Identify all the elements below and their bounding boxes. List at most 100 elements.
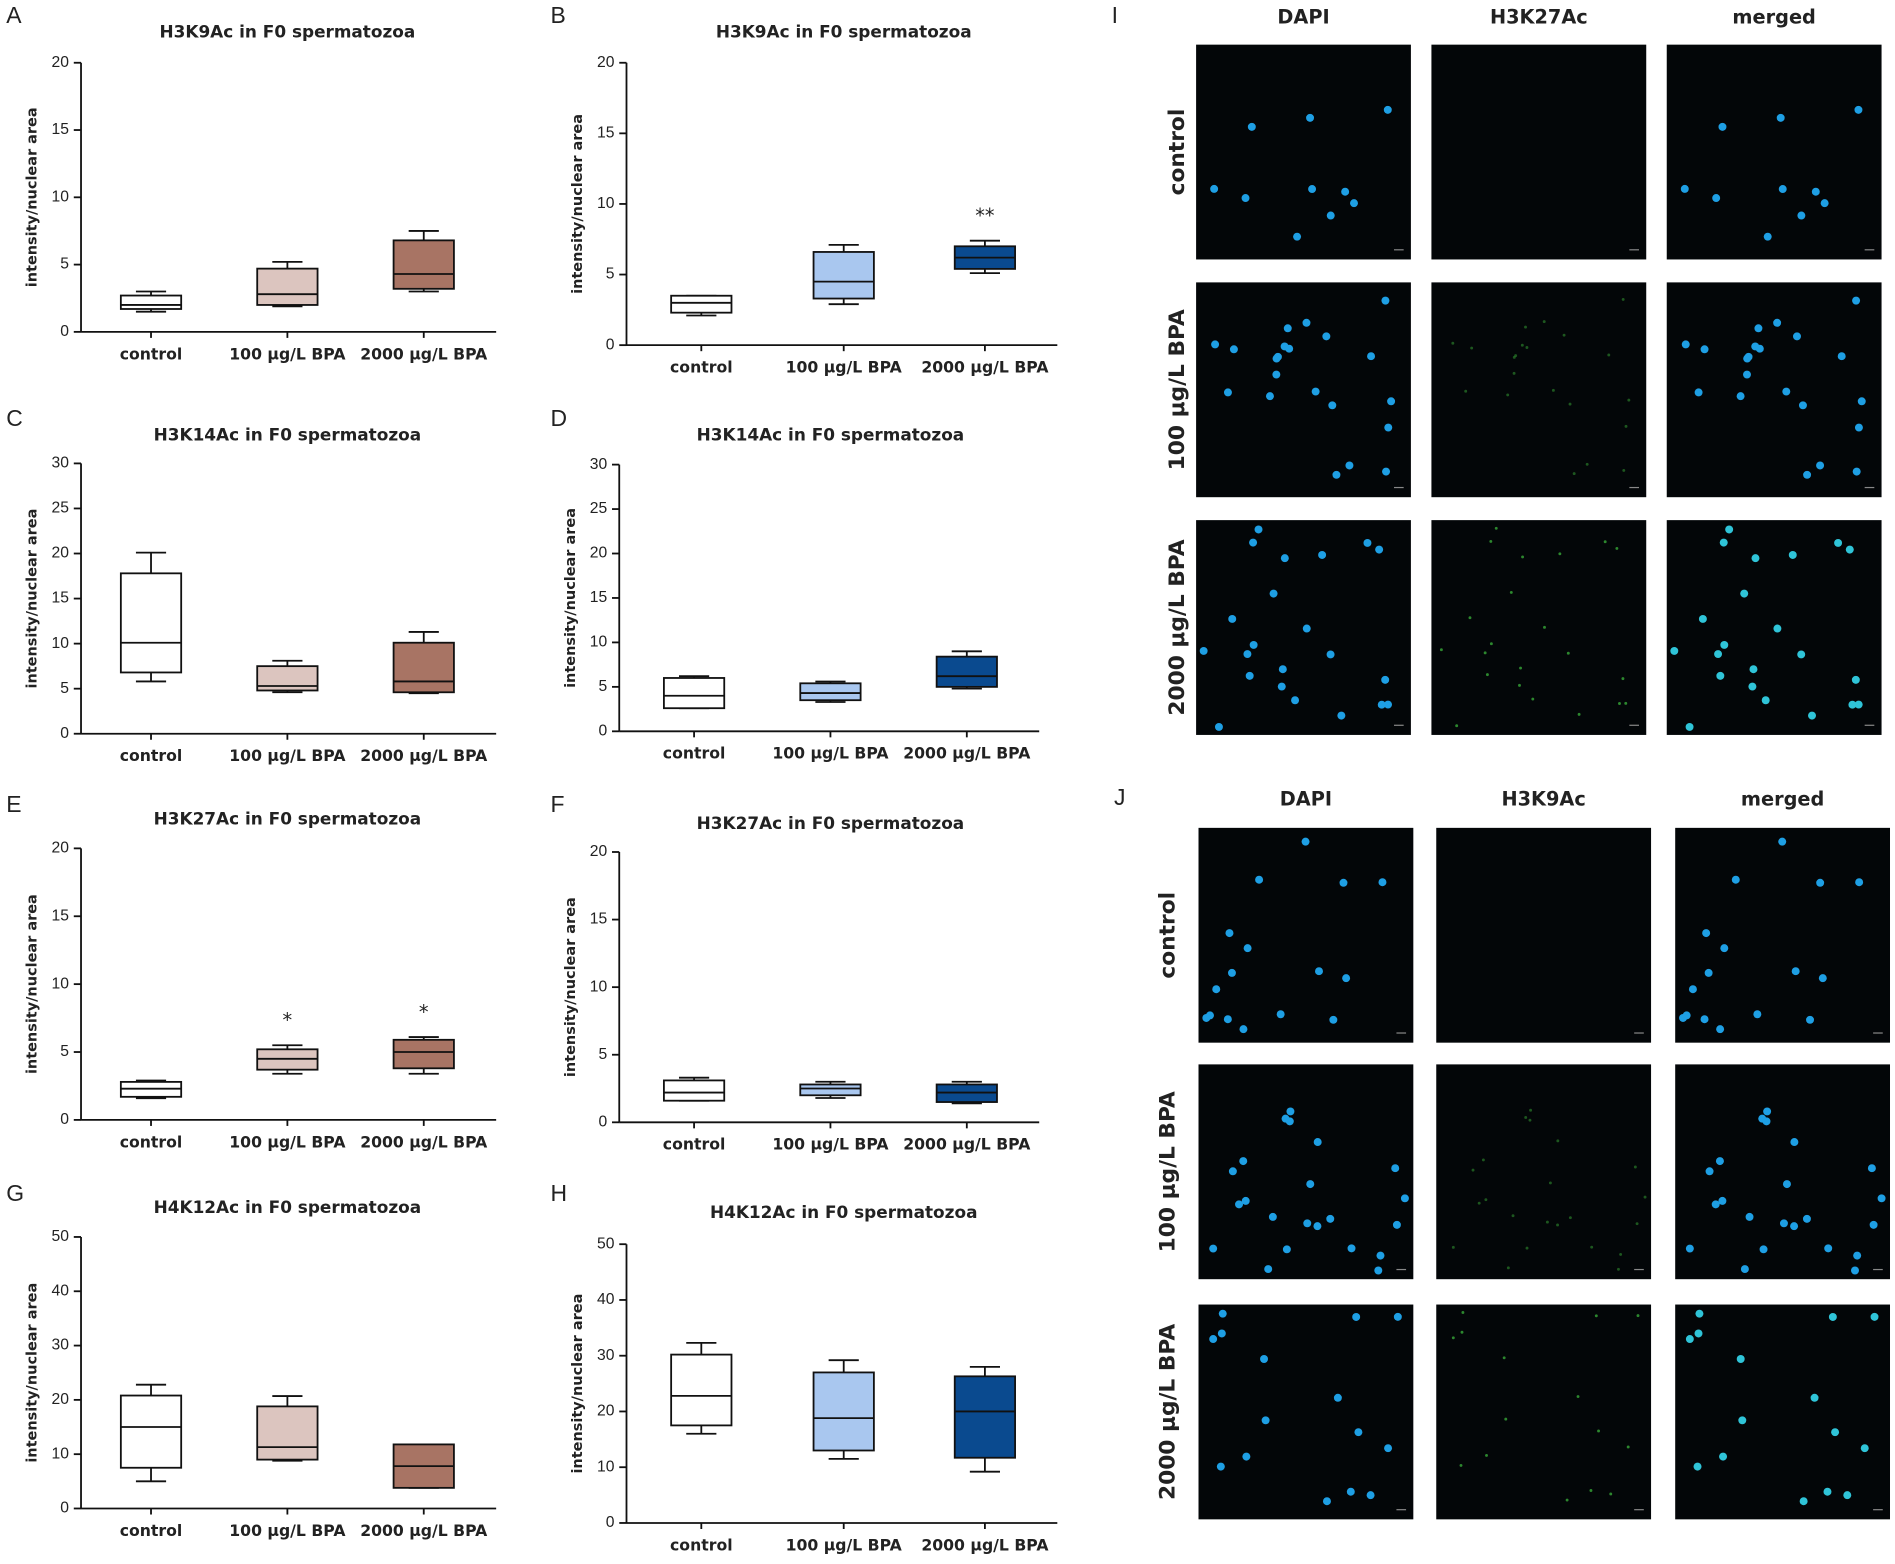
- green-speck: [1528, 1118, 1532, 1122]
- chart-title: H3K14Ac in F0 spermatozoa: [154, 425, 422, 445]
- nucleus: [1751, 554, 1760, 563]
- nucleus: [1384, 423, 1393, 432]
- green-speck: [1455, 724, 1459, 728]
- y-tick-label: 20: [597, 1403, 615, 1420]
- nucleus: [1855, 878, 1864, 887]
- nucleus: [1383, 105, 1392, 114]
- nucleus: [1810, 1393, 1819, 1402]
- y-axis-label: intensity/nuclear area: [570, 1294, 586, 1474]
- box: [670, 294, 733, 314]
- y-tick-label: 0: [60, 1500, 69, 1517]
- nucleus: [1854, 105, 1863, 114]
- nucleus: [1313, 1138, 1322, 1147]
- green-speck: [1531, 697, 1535, 701]
- nucleus: [1716, 671, 1725, 680]
- row-label: 100 μg/L BPA: [1155, 1091, 1180, 1252]
- nucleus: [1322, 332, 1331, 341]
- y-axis-label: intensity/nuclear area: [25, 509, 41, 689]
- nucleus: [1209, 1335, 1218, 1343]
- panel-letter: D: [550, 405, 567, 431]
- nucleus: [1700, 345, 1709, 354]
- nucleus: [1824, 1244, 1833, 1253]
- green-speck: [1502, 1356, 1506, 1360]
- nucleus: [1685, 1244, 1694, 1253]
- green-speck: [1585, 462, 1589, 466]
- green-speck: [1624, 701, 1628, 705]
- nucleus: [1716, 1025, 1725, 1034]
- nucleus: [1719, 1452, 1728, 1461]
- nucleus: [1245, 671, 1254, 680]
- nucleus: [1329, 1015, 1338, 1024]
- x-tick-label: 2000 μg/L BPA: [360, 1521, 488, 1540]
- nucleus: [1869, 1220, 1878, 1229]
- nucleus: [1214, 722, 1223, 731]
- nucleus: [1318, 550, 1327, 559]
- nucleus: [1342, 974, 1351, 983]
- nucleus: [1852, 296, 1861, 305]
- nucleus: [1694, 1329, 1703, 1338]
- green-speck: [1643, 1195, 1647, 1199]
- micrograph: [1675, 827, 1891, 1043]
- nucleus: [1261, 1416, 1270, 1425]
- nucleus: [1860, 1444, 1869, 1453]
- nucleus: [1731, 875, 1740, 884]
- nucleus: [1681, 340, 1690, 349]
- nucleus: [1381, 675, 1390, 684]
- green-speck: [1512, 371, 1516, 375]
- green-speck: [1609, 1492, 1613, 1496]
- nucleus: [1377, 700, 1386, 709]
- nucleus: [1719, 538, 1728, 547]
- nucleus: [1350, 199, 1358, 208]
- x-tick-label: 2000 μg/L BPA: [903, 744, 1031, 763]
- nucleus: [1698, 614, 1707, 623]
- nucleus: [1811, 187, 1820, 196]
- green-speck: [1481, 1158, 1485, 1162]
- nucleus: [1210, 184, 1219, 193]
- nucleus: [1303, 1219, 1312, 1228]
- nucleus: [1776, 113, 1785, 122]
- y-tick-label: 10: [590, 978, 608, 995]
- green-speck: [1624, 424, 1628, 428]
- green-speck: [1506, 1266, 1510, 1270]
- micrograph: [1666, 44, 1882, 260]
- nucleus: [1228, 1167, 1237, 1176]
- nucleus: [1216, 1462, 1225, 1471]
- nucleus: [1306, 1180, 1315, 1189]
- green-speck: [1618, 702, 1621, 705]
- green-speck: [1519, 666, 1522, 670]
- nucleus: [1820, 199, 1829, 208]
- row-label: 100 μg/L BPA: [1165, 309, 1190, 470]
- nucleus: [1291, 696, 1300, 705]
- y-tick-label: 20: [52, 840, 70, 857]
- nucleus: [1715, 1157, 1724, 1166]
- significance: **: [975, 204, 995, 227]
- green-speck: [1477, 1201, 1481, 1205]
- micrograph: [1196, 282, 1411, 498]
- green-speck: [1485, 673, 1489, 677]
- nucleus: [1740, 589, 1749, 598]
- nucleus: [1725, 525, 1734, 534]
- nucleus: [1392, 1220, 1401, 1229]
- green-speck: [1548, 1181, 1552, 1185]
- nucleus: [1791, 967, 1800, 976]
- nucleus: [1851, 675, 1860, 684]
- green-speck: [1556, 1223, 1560, 1227]
- box: [670, 1353, 733, 1427]
- nucleus: [1852, 467, 1861, 476]
- nucleus: [1870, 1312, 1879, 1321]
- box: [799, 1083, 862, 1097]
- y-axis-label: intensity/nuclear area: [25, 894, 41, 1074]
- chart-title: H3K27Ac in F0 spermatozoa: [154, 808, 422, 828]
- green-speck: [1621, 677, 1625, 681]
- nucleus: [1854, 423, 1863, 432]
- x-tick-label: control: [663, 1135, 726, 1154]
- nucleus: [1384, 700, 1392, 709]
- y-tick-label: 30: [590, 456, 608, 473]
- column-header: DAPI: [1280, 788, 1332, 811]
- box: [953, 1375, 1016, 1459]
- x-tick-label: 2000 μg/L BPA: [921, 358, 1049, 377]
- green-speck: [1607, 353, 1611, 357]
- x-tick-label: control: [670, 358, 733, 377]
- nucleus: [1773, 624, 1782, 633]
- nucleus: [1736, 392, 1745, 401]
